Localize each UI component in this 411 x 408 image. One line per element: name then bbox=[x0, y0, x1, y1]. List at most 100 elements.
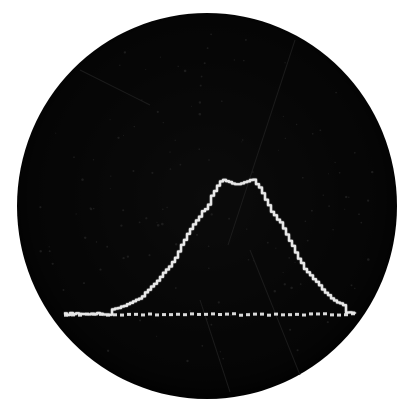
baseline-dot bbox=[113, 313, 117, 317]
noise-speck bbox=[222, 357, 224, 360]
noise-speck bbox=[201, 345, 204, 347]
noise-speck bbox=[122, 134, 125, 136]
noise-speck bbox=[241, 141, 243, 143]
noise-speck bbox=[322, 194, 324, 196]
noise-speck bbox=[344, 208, 346, 210]
baseline-dot bbox=[204, 312, 208, 316]
noise-speck bbox=[299, 283, 302, 285]
noise-speck bbox=[354, 287, 356, 290]
noise-speck bbox=[177, 65, 179, 68]
noise-speck bbox=[82, 282, 86, 285]
baseline-dot bbox=[134, 312, 138, 316]
noise-speck bbox=[294, 261, 296, 263]
noise-speck bbox=[151, 171, 154, 174]
noise-speck bbox=[219, 351, 222, 353]
noise-speck bbox=[123, 51, 127, 54]
noise-speck bbox=[198, 112, 202, 116]
baseline-dot bbox=[309, 312, 313, 316]
noise-speck bbox=[199, 84, 202, 87]
noise-speck bbox=[126, 255, 130, 258]
noise-speck bbox=[75, 213, 77, 215]
noise-speck bbox=[207, 245, 210, 248]
noise-speck bbox=[241, 139, 244, 141]
noise-speck bbox=[335, 91, 337, 94]
noise-speck bbox=[81, 178, 84, 181]
baseline-dot bbox=[176, 312, 180, 316]
baseline-dot bbox=[260, 312, 264, 316]
baseline-dot bbox=[267, 313, 271, 317]
noise-speck bbox=[39, 250, 42, 253]
noise-speck bbox=[290, 286, 293, 290]
noise-speck bbox=[277, 149, 280, 151]
noise-speck bbox=[190, 105, 192, 107]
noise-speck bbox=[319, 129, 322, 132]
baseline-dot bbox=[281, 313, 285, 317]
noise-speck bbox=[138, 221, 141, 224]
noise-speck bbox=[133, 125, 136, 128]
noise-speck bbox=[224, 315, 226, 317]
noise-speck bbox=[186, 359, 189, 363]
noise-speck bbox=[367, 199, 370, 202]
noise-speck bbox=[252, 171, 254, 173]
baseline-dot bbox=[218, 313, 222, 317]
noise-speck bbox=[358, 213, 360, 216]
baseline-dot bbox=[337, 313, 341, 317]
noise-speck bbox=[39, 206, 42, 209]
noise-speck bbox=[247, 259, 250, 261]
baseline-dot bbox=[239, 313, 243, 317]
noise-speck bbox=[161, 222, 164, 226]
baseline-dot bbox=[302, 313, 306, 317]
baseline-dot bbox=[169, 313, 173, 317]
noise-speck bbox=[218, 358, 221, 360]
noise-speck bbox=[348, 196, 350, 198]
noise-speck bbox=[244, 38, 247, 41]
noise-speck bbox=[200, 75, 203, 78]
noise-speck bbox=[306, 239, 309, 242]
noise-speck bbox=[210, 213, 213, 216]
noise-speck bbox=[360, 221, 363, 224]
baseline-dot bbox=[162, 313, 166, 317]
baseline-dot bbox=[211, 312, 215, 316]
baseline-dot bbox=[120, 313, 124, 317]
noise-speck bbox=[206, 47, 209, 49]
baseline-dot bbox=[323, 312, 327, 316]
noise-speck bbox=[93, 207, 95, 210]
noise-speck bbox=[89, 207, 92, 210]
noise-speck bbox=[169, 168, 172, 170]
signal-trace bbox=[64, 178, 357, 317]
noise-speck bbox=[284, 62, 286, 64]
noise-speck bbox=[196, 233, 198, 236]
noise-speck bbox=[327, 173, 330, 175]
noise-speck bbox=[183, 69, 187, 73]
noise-speck bbox=[338, 172, 341, 174]
noise-speck bbox=[367, 258, 370, 261]
noise-speck bbox=[334, 161, 336, 164]
noise-speck bbox=[289, 328, 292, 331]
noise-speck bbox=[109, 119, 111, 121]
noise-speck bbox=[48, 246, 50, 248]
noise-speck bbox=[179, 163, 182, 166]
reflection-line bbox=[227, 39, 296, 246]
noise-speck bbox=[332, 228, 334, 231]
noise-speck bbox=[353, 151, 356, 154]
noise-speck bbox=[228, 217, 231, 220]
noise-speck bbox=[174, 287, 177, 289]
noise-speck bbox=[73, 156, 75, 159]
noise-speck bbox=[284, 137, 287, 140]
noise-speck bbox=[92, 159, 95, 161]
noise-speck bbox=[203, 62, 206, 65]
noise-speck bbox=[156, 224, 160, 227]
noise-speck bbox=[99, 268, 102, 271]
noise-speck bbox=[198, 148, 201, 151]
baseline-dot bbox=[197, 312, 201, 316]
noise-speck bbox=[141, 99, 143, 101]
noise-speck bbox=[229, 314, 232, 317]
noise-speck bbox=[282, 271, 284, 274]
noise-speck bbox=[311, 132, 314, 135]
noise-speck bbox=[83, 236, 87, 240]
noise-speck bbox=[95, 241, 98, 243]
baseline-dot bbox=[253, 312, 257, 316]
noise-speck bbox=[145, 68, 147, 71]
baseline-dot bbox=[183, 313, 187, 317]
